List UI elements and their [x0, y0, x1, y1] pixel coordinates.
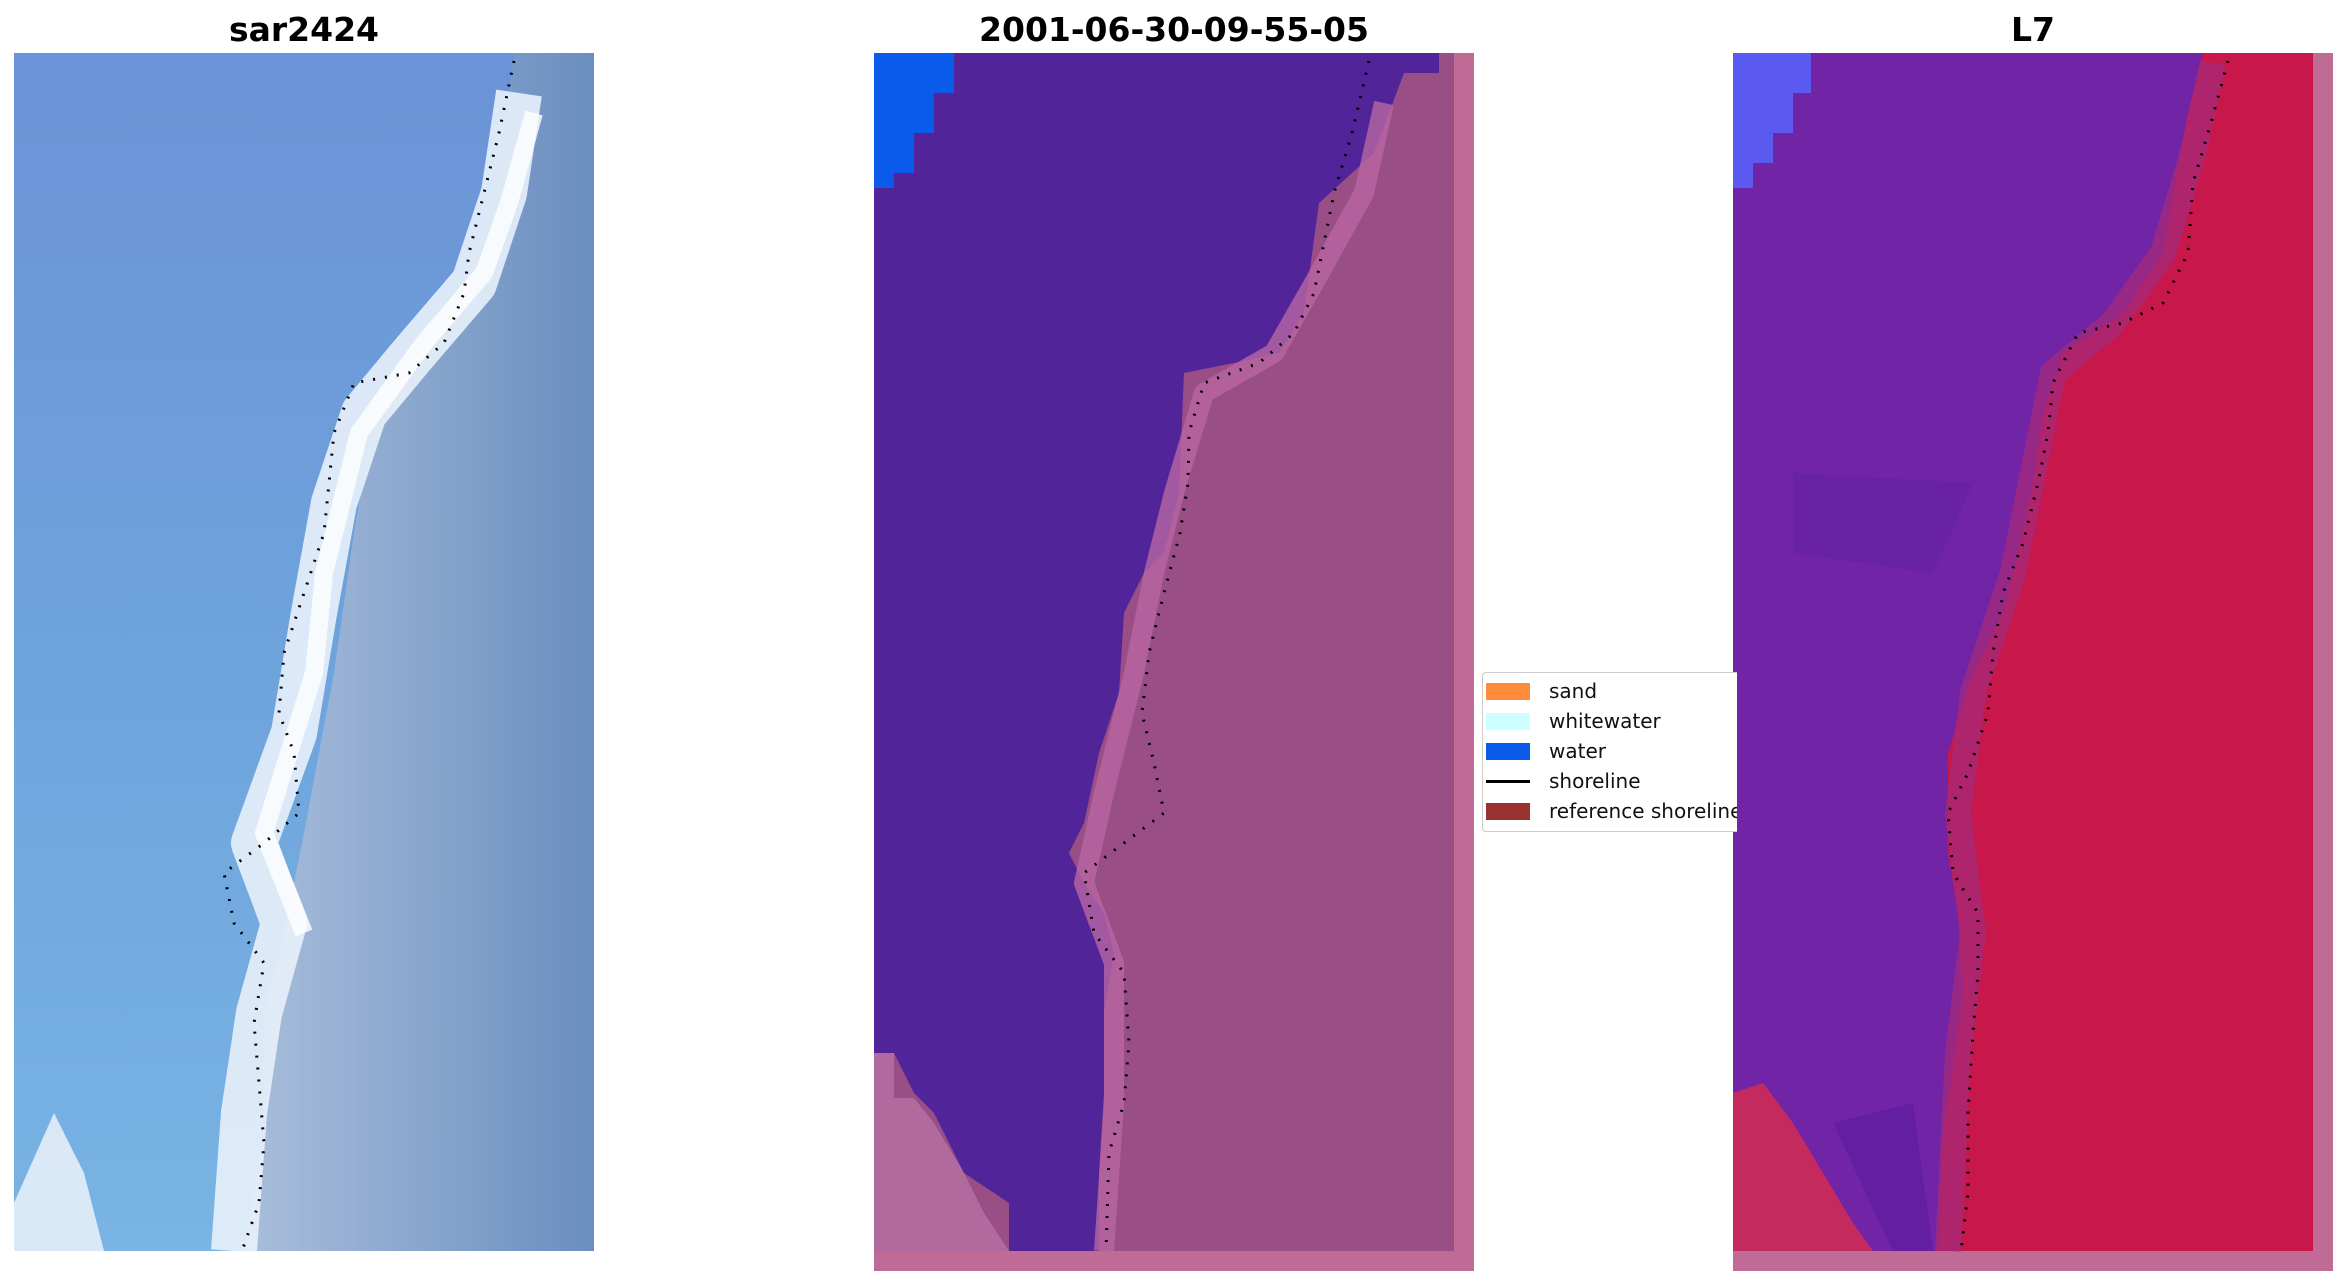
legend-label: whitewater [1549, 709, 1661, 733]
water-swatch [1486, 742, 1530, 760]
index-image [1733, 53, 2333, 1271]
classified-image-panel [874, 53, 1474, 1271]
rgb-image [14, 53, 594, 1251]
classified-image [874, 53, 1474, 1271]
panel-title-l7: L7 [2011, 10, 2055, 49]
reference-shoreline-swatch [1486, 802, 1530, 820]
shoreline-line-swatch [1486, 779, 1530, 783]
legend-item-whitewater: whitewater [1483, 706, 1737, 736]
legend-item-sand: sand [1483, 676, 1737, 706]
rgb-image-panel [14, 53, 594, 1251]
index-image-panel [1733, 53, 2333, 1271]
legend-label: water [1549, 739, 1606, 763]
whitewater-swatch [1486, 712, 1530, 730]
panel-title-sar2424: sar2424 [228, 10, 380, 49]
legend-label: shoreline [1549, 769, 1641, 793]
legend: sand whitewater water shoreline referenc… [1482, 672, 1737, 832]
legend-label: sand [1549, 679, 1598, 703]
panel-title-date: 2001-06-30-09-55-05 [979, 10, 1369, 49]
sand-swatch [1486, 682, 1530, 700]
legend-label: reference shoreline [1549, 799, 1737, 823]
legend-item-reference-shoreline: reference shoreline [1483, 796, 1737, 826]
legend-item-shoreline: shoreline [1483, 766, 1737, 796]
legend-item-water: water [1483, 736, 1737, 766]
